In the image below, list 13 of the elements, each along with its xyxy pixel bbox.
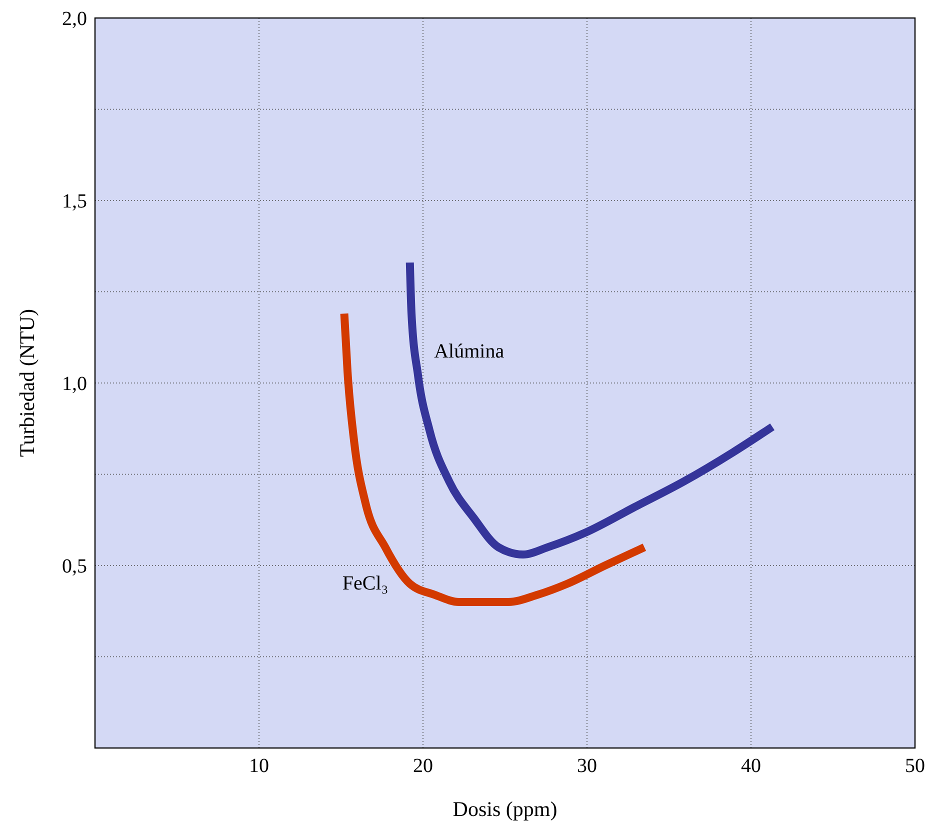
series-label: FeCl₃ bbox=[342, 572, 388, 594]
series-label: Alúmina bbox=[434, 340, 504, 363]
x-tick-label: 50 bbox=[905, 755, 925, 777]
x-axis-title: Dosis (ppm) bbox=[452, 797, 558, 821]
y-axis-title: Turbiedad (NTU) bbox=[15, 309, 39, 457]
x-tick-label: 40 bbox=[741, 755, 761, 777]
x-tick-label: 10 bbox=[249, 755, 269, 777]
y-tick-label: 2,0 bbox=[62, 8, 87, 30]
y-tick-label: 0,5 bbox=[62, 556, 87, 578]
x-tick-label: 20 bbox=[413, 755, 433, 777]
y-tick-label: 1,0 bbox=[62, 373, 87, 395]
y-tick-label: 1,5 bbox=[62, 190, 87, 212]
x-tick-label: 30 bbox=[577, 755, 597, 777]
